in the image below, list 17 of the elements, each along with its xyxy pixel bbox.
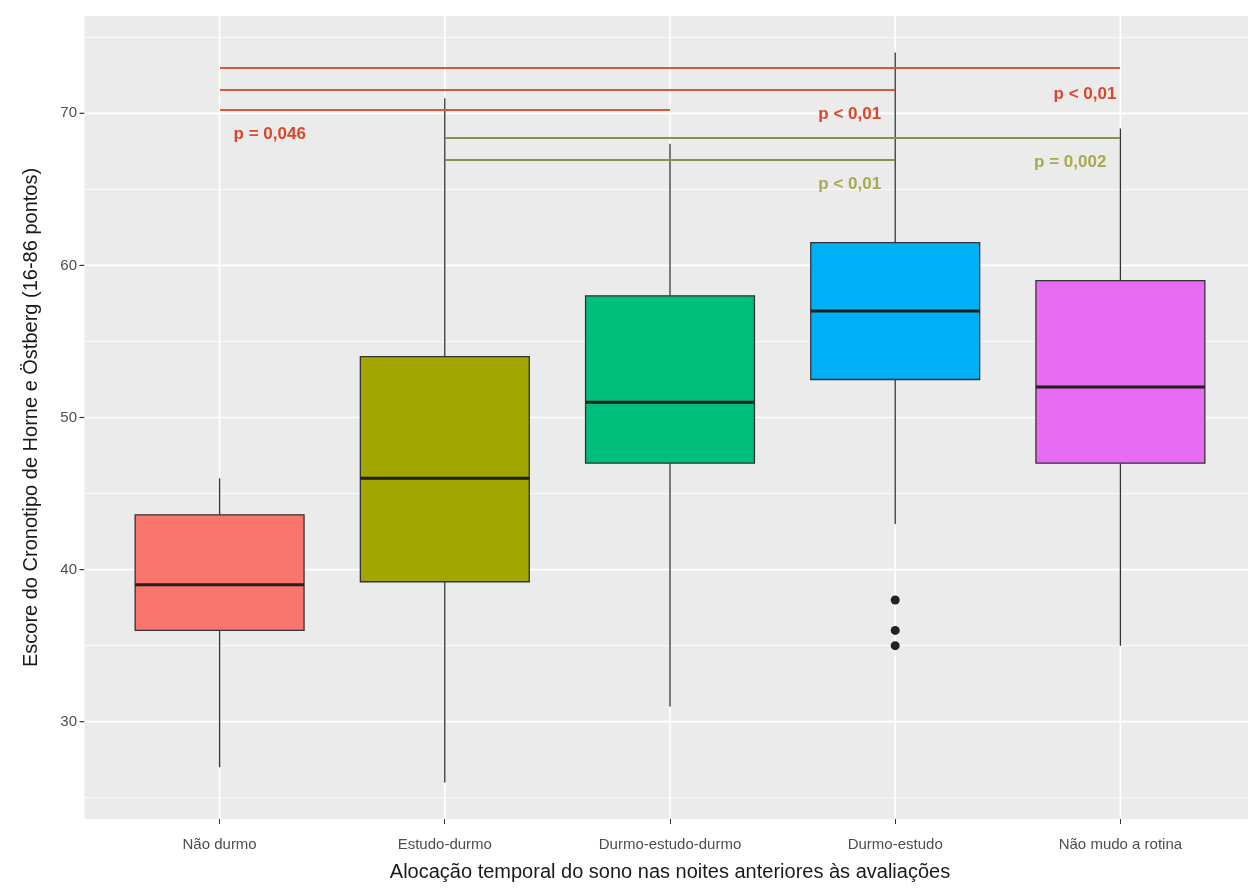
- x-tick-label: Estudo-durmo: [397, 835, 492, 853]
- x-axis-title: Alocação temporal do sono nas noites anteriores às avaliações: [389, 859, 951, 882]
- annotation: p = 0,002: [1034, 151, 1107, 171]
- annotation: p = 0,046: [233, 123, 306, 143]
- x-tick-label: Durmo-estudo: [847, 835, 943, 853]
- y-tick-label: 30: [60, 711, 77, 729]
- annotation: p < 0,01: [818, 173, 882, 193]
- y-axis-title: Escore do Cronotipo de Horne e Östberg (16-86 pontos): [18, 167, 41, 668]
- x-tick-label: Durmo-estudo-durmo: [598, 835, 742, 853]
- y-tick-label: 70: [60, 103, 77, 121]
- x-tick-label: Não durmo: [182, 835, 257, 853]
- y-tick-label: 50: [60, 407, 77, 425]
- y-tick-label: 60: [60, 255, 77, 273]
- y-tick-label: 40: [60, 559, 77, 577]
- annotation: p < 0,01: [1053, 83, 1117, 103]
- x-tick-label: Não mudo a rotina: [1058, 835, 1183, 853]
- annotation: p < 0,01: [818, 103, 882, 123]
